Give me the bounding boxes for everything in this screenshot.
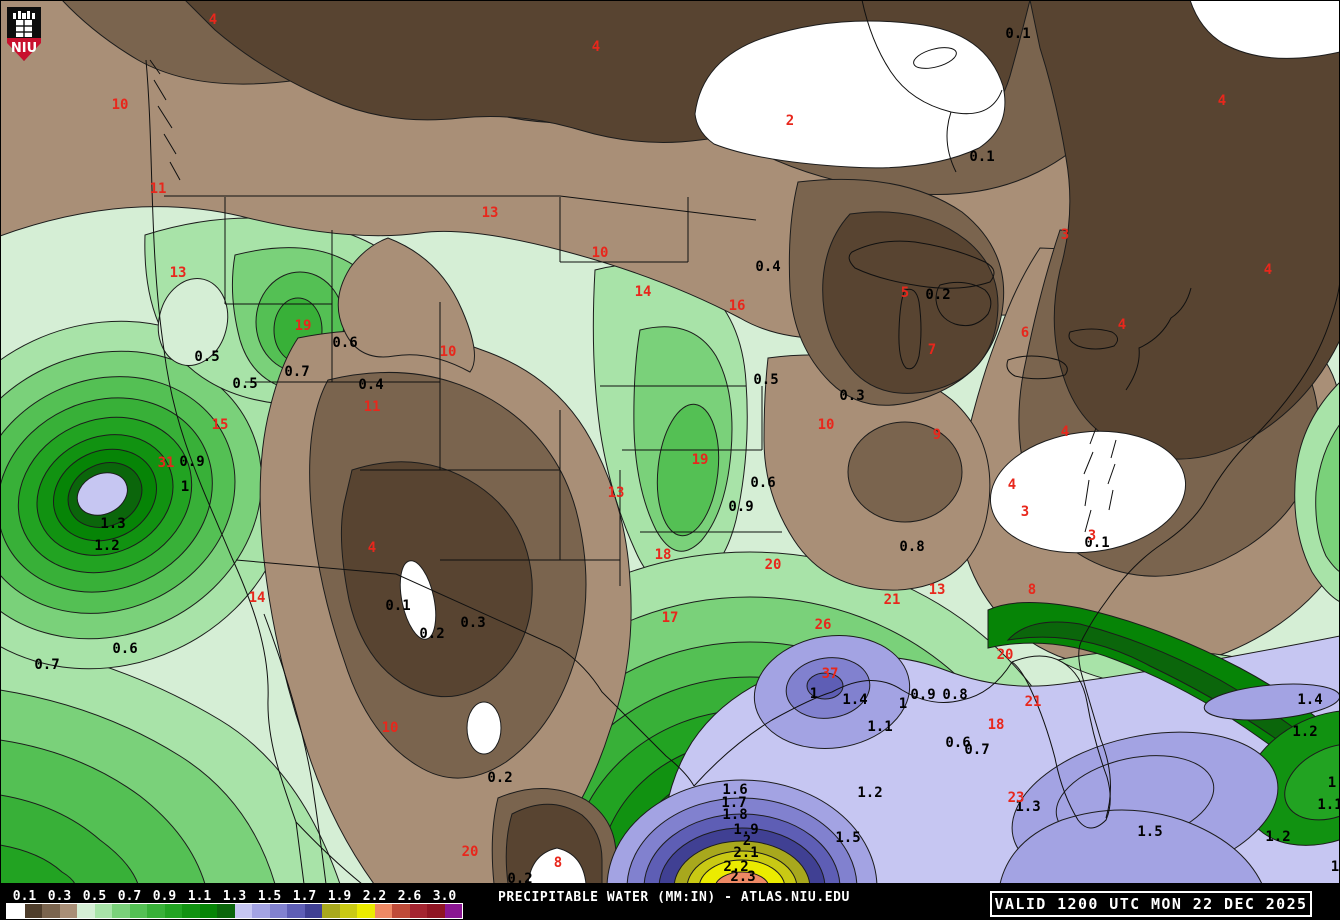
colorbar-cell [164, 904, 182, 918]
product-title: PRECIPITABLE WATER (MM:IN) - ATLAS.NIU.E… [498, 890, 850, 905]
contour-fills [0, 0, 1340, 884]
colorbar-cell [7, 904, 25, 918]
colorbar-cell [427, 904, 445, 918]
colorbar-cell [374, 904, 392, 918]
valid-time-label: VALID 1200 UTC MON 22 DEC 2025 [994, 895, 1308, 913]
gulf-max-bullseye [606, 779, 878, 884]
niu-red-band [7, 38, 41, 61]
colorbar-cell [357, 904, 375, 918]
colorbar-cell [339, 904, 357, 918]
niu-logo: NIU [7, 7, 41, 61]
colorbar-cell [182, 904, 200, 918]
scale-label: 3.0 [432, 889, 457, 904]
footer-bar: 0.1 0.3 0.5 0.7 0.9 1.1 1.3 1.5 1.7 1.9 2.2 2.6 3.0 … [0, 884, 1340, 920]
scale-label: 0.3 [47, 889, 72, 904]
scale-label: 2.2 [362, 889, 387, 904]
colorbar-cell [94, 904, 112, 918]
colorbar-cell [147, 904, 165, 918]
colorbar-cell [322, 904, 340, 918]
colorbar-cell [42, 904, 60, 918]
scale-label: 1.9 [327, 889, 352, 904]
scale-label: 1.7 [292, 889, 317, 904]
california-moisture-bullseye [0, 320, 293, 670]
valid-time-box: VALID 1200 UTC MON 22 DEC 2025 [990, 891, 1312, 917]
niu-logo-text: NIU [11, 41, 37, 56]
colorbar-cell [234, 904, 252, 918]
colorbar-cell [269, 904, 287, 918]
contour-map-svg [0, 0, 1340, 884]
colorbar-cell [112, 904, 130, 918]
scale-label: 1.3 [222, 889, 247, 904]
castle-windows [16, 20, 32, 37]
colorbar-cell [304, 904, 322, 918]
colorbar-cell [444, 904, 462, 918]
colorbar-cell [77, 904, 95, 918]
scale-label: 1.5 [257, 889, 282, 904]
colorbar-cell [24, 904, 42, 918]
scale-label: 0.7 [117, 889, 142, 904]
colorbar-cell [59, 904, 77, 918]
colorbar-cell [287, 904, 305, 918]
colorbar-cell [129, 904, 147, 918]
colorbar-cell [409, 904, 427, 918]
colorbar-cell [217, 904, 235, 918]
scale-label: 0.5 [82, 889, 107, 904]
legend-colorbar [6, 903, 463, 919]
colorbar-cell [252, 904, 270, 918]
weather-map: 0.1 0.1 0.4 0.2 0.6 0.5 0.7 0.5 0.4 0.5 0.3 0.9 1 1.3… [0, 0, 1340, 884]
scale-label: 0.9 [152, 889, 177, 904]
colorbar-cell [199, 904, 217, 918]
scale-label: 1.1 [187, 889, 212, 904]
coastlines-and-borders [145, 0, 1340, 884]
colorbar-cell [392, 904, 410, 918]
scale-label: 0.1 [12, 889, 37, 904]
legend-scale-labels: 0.1 0.3 0.5 0.7 0.9 1.1 1.3 1.5 1.7 1.9 2.2 2.6 3.0 [0, 889, 480, 904]
scale-label: 2.6 [397, 889, 422, 904]
